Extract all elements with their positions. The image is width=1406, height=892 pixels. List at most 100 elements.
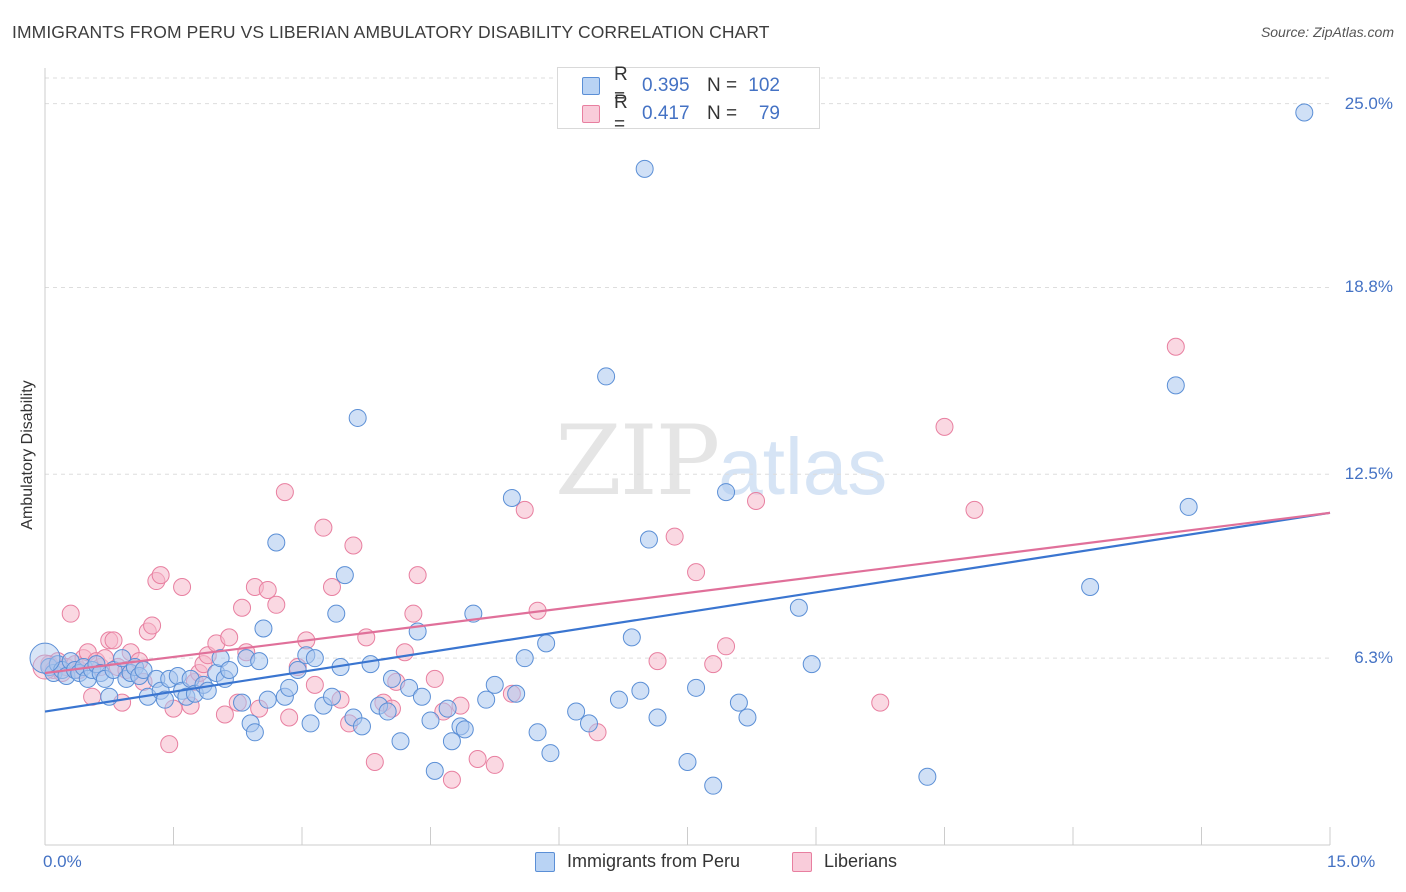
axes: [44, 68, 1331, 846]
peru-n-value: 102: [748, 75, 780, 96]
peru-point: [738, 708, 757, 727]
peru-point: [352, 717, 371, 736]
peru-point: [609, 690, 628, 709]
watermark: ZIPatlas: [555, 405, 887, 517]
liberians-point: [717, 637, 736, 656]
liberians-n-value: 79: [758, 103, 780, 124]
peru-point: [425, 761, 444, 780]
peru-points: [29, 103, 1314, 795]
peru-point: [635, 159, 654, 178]
r-label: R =: [614, 92, 628, 135]
liberians-point: [965, 500, 984, 519]
liberians-point: [275, 483, 294, 502]
liberians-point: [61, 604, 80, 623]
y-tick-label: 12.5%: [1344, 464, 1393, 484]
y-tick-label: 6.3%: [1354, 648, 1393, 668]
peru-point: [258, 690, 277, 709]
liberians-point: [314, 518, 333, 537]
peru-point: [322, 687, 341, 706]
liberians-point: [322, 577, 341, 596]
x-tick-label-min: 0.0%: [43, 852, 82, 871]
liberians-point: [408, 566, 427, 585]
peru-point: [412, 687, 431, 706]
peru-swatch: [582, 77, 600, 95]
peru-point: [421, 711, 440, 730]
liberians-point: [1166, 337, 1185, 356]
peru-point: [515, 649, 534, 668]
liberians-point: [365, 752, 384, 771]
liberians-point: [871, 693, 890, 712]
peru-point: [245, 723, 264, 742]
peru-r-value: 0.395: [642, 75, 690, 96]
peru-point: [280, 678, 299, 697]
liberians-point: [442, 770, 461, 789]
watermark-atlas: atlas: [718, 422, 888, 511]
peru-point: [382, 669, 401, 688]
peru-point: [335, 566, 354, 585]
peru-point: [442, 732, 461, 751]
peru-point: [400, 678, 419, 697]
peru-point: [327, 604, 346, 623]
peru-trend-line: [44, 511, 1331, 713]
liberians-point: [485, 755, 504, 774]
liberians-point: [220, 628, 239, 647]
peru-point-cluster: [29, 642, 61, 674]
liberians-point: [215, 705, 234, 724]
peru-point: [704, 776, 723, 795]
y-axis-label: Ambulatory Disability: [19, 380, 36, 530]
liberians-swatch: [582, 105, 600, 123]
liberians-point: [267, 595, 286, 614]
peru-point: [438, 699, 457, 718]
liberians-point: [143, 616, 162, 635]
chart-title: IMMIGRANTS FROM PERU VS LIBERIAN AMBULAT…: [12, 22, 770, 42]
legend-item-peru: Immigrants from Peru: [535, 851, 740, 872]
y-tick-label: 25.0%: [1344, 93, 1393, 113]
peru-point: [1295, 103, 1314, 122]
trend-lines: [44, 511, 1331, 713]
peru-point: [579, 714, 598, 733]
liberians-point: [648, 652, 667, 671]
peru-point: [288, 661, 307, 680]
liberians-point: [173, 577, 192, 596]
liberians-point: [104, 631, 123, 650]
peru-point: [267, 533, 286, 552]
peru-point: [477, 690, 496, 709]
liberians-point: [305, 675, 324, 694]
n-label: N =: [706, 103, 738, 124]
peru-point: [250, 652, 269, 671]
peru-point: [918, 767, 937, 786]
peru-point: [802, 655, 821, 674]
source-note: Source: ZipAtlas.com: [1260, 24, 1394, 40]
peru-point: [678, 752, 697, 771]
liberians-points: [32, 337, 1185, 789]
x-tick-label-max: 15.0%: [1327, 852, 1376, 871]
peru-point: [631, 681, 650, 700]
stats-legend: R = 0.395 N = 102 R = 0.417 N = 79: [557, 64, 820, 135]
peru-point: [567, 702, 586, 721]
peru-point: [537, 634, 556, 653]
peru-legend-swatch: [535, 851, 555, 872]
liberians-point: [404, 604, 423, 623]
peru-point: [717, 483, 736, 502]
peru-point: [687, 678, 706, 697]
peru-point: [502, 489, 521, 508]
peru-point: [464, 604, 483, 623]
y-tick-label: 18.8%: [1344, 277, 1393, 297]
liberians-r-value: 0.417: [642, 103, 690, 124]
peru-point: [254, 619, 273, 638]
liberians-legend-label: Liberians: [824, 851, 898, 871]
peru-point: [622, 628, 641, 647]
peru-point: [789, 598, 808, 617]
liberians-point: [160, 735, 179, 754]
liberians-point: [704, 655, 723, 674]
legend-item-liberians: Liberians: [792, 851, 897, 872]
peru-point: [1179, 497, 1198, 516]
peru-point: [301, 714, 320, 733]
legend-row-liberians: R = 0.417 N = 79: [582, 92, 780, 135]
liberians-point: [280, 708, 299, 727]
liberians-point: [515, 500, 534, 519]
peru-point: [348, 408, 367, 427]
peru-point: [233, 693, 252, 712]
peru-point: [648, 708, 667, 727]
